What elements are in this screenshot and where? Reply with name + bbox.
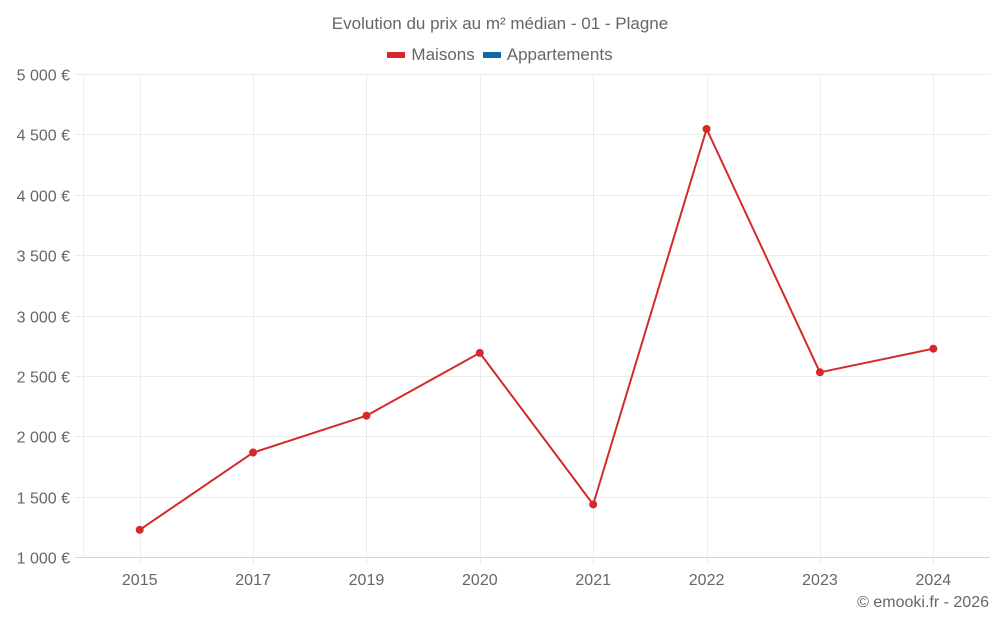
legend: Maisons Appartements — [0, 45, 1000, 65]
x-tick-label: 2015 — [122, 572, 158, 589]
y-tick-label: 5 000 € — [17, 68, 70, 85]
x-tick-label: 2021 — [575, 572, 611, 589]
data-point — [929, 344, 938, 353]
x-tick-label: 2019 — [349, 572, 385, 589]
legend-item-appartements[interactable]: Appartements — [482, 45, 613, 65]
data-point — [249, 448, 258, 457]
data-point — [815, 368, 824, 377]
data-point — [135, 525, 144, 534]
data-point — [475, 348, 484, 357]
x-tick-label: 2024 — [916, 572, 952, 589]
y-tick-label: 2 000 € — [17, 430, 70, 447]
grid-lines — [75, 74, 990, 565]
y-tick-label: 3 000 € — [17, 310, 70, 327]
y-tick-label: 4 000 € — [17, 189, 70, 206]
y-tick-label: 1 000 € — [17, 551, 70, 568]
series-maisons — [135, 124, 938, 534]
chart-title: Evolution du prix au m² médian - 01 - Pl… — [331, 14, 669, 33]
y-tick-label: 3 500 € — [17, 249, 70, 266]
y-tick-label: 1 500 € — [17, 491, 70, 508]
data-point — [702, 124, 711, 133]
y-tick-label: 2 500 € — [17, 370, 70, 387]
x-tick-label: 2023 — [802, 572, 838, 589]
credit-text: © emooki.fr - 2026 — [857, 594, 989, 611]
x-tick-label: 2022 — [689, 572, 725, 589]
x-tick-label: 2017 — [235, 572, 271, 589]
x-axis: 2015 2017 2019 2020 2021 2022 2023 2024 — [122, 572, 951, 589]
data-point — [589, 500, 598, 509]
y-axis: 1 000 € 1 500 € 2 000 € 2 500 € 3 000 € 3 500… — [17, 68, 70, 568]
legend-swatch-appartements — [482, 52, 501, 58]
x-tick-label: 2020 — [462, 572, 498, 589]
series-line — [139, 127, 934, 531]
legend-swatch-maisons — [387, 52, 406, 58]
legend-item-maisons[interactable]: Maisons — [387, 45, 475, 65]
legend-label-maisons: Maisons — [411, 45, 475, 64]
legend-label-appartements: Appartements — [506, 45, 613, 64]
data-point — [362, 411, 371, 420]
y-tick-label: 4 500 € — [17, 128, 70, 145]
